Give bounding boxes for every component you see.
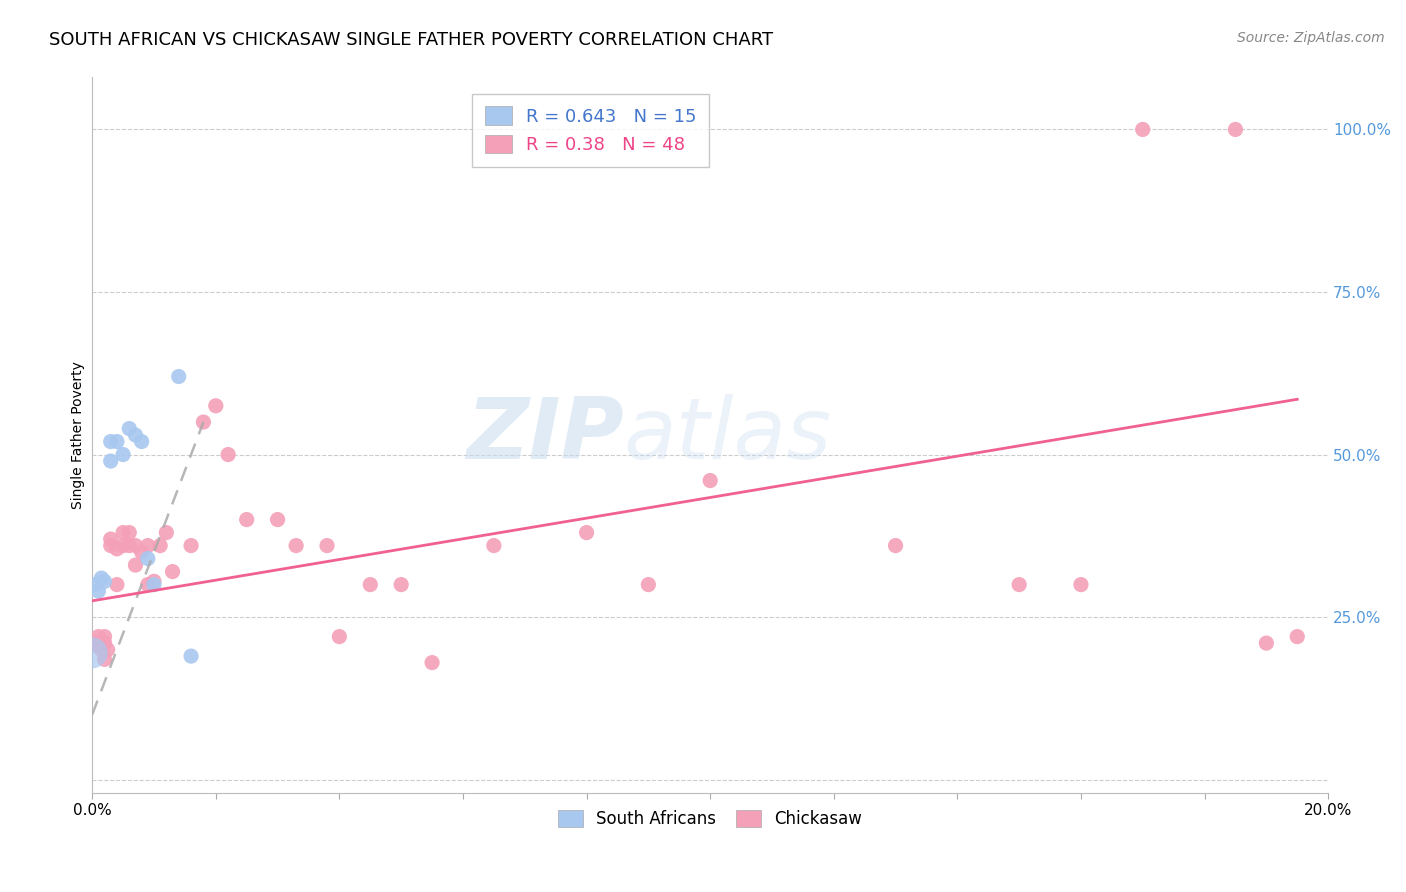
Point <box>97 642 120 657</box>
Point <box>167 369 190 384</box>
Text: Source: ZipAtlas.com: Source: ZipAtlas.com <box>1237 31 1385 45</box>
Point <box>100 434 122 449</box>
Point <box>204 399 226 413</box>
Y-axis label: Single Father Poverty: Single Father Poverty <box>72 361 86 509</box>
Point <box>1286 630 1309 644</box>
Point <box>149 539 172 553</box>
Text: atlas: atlas <box>624 393 831 476</box>
Point <box>112 448 135 462</box>
Point <box>266 512 288 526</box>
Point <box>217 448 239 462</box>
Point <box>118 539 141 553</box>
Legend: South Africans, Chickasaw: South Africans, Chickasaw <box>551 803 869 834</box>
Point <box>136 551 159 566</box>
Text: ZIP: ZIP <box>465 393 624 476</box>
Point <box>575 525 598 540</box>
Point <box>1132 122 1154 136</box>
Point <box>328 630 350 644</box>
Text: SOUTH AFRICAN VS CHICKASAW SINGLE FATHER POVERTY CORRELATION CHART: SOUTH AFRICAN VS CHICKASAW SINGLE FATHER… <box>49 31 773 49</box>
Point <box>1008 577 1031 591</box>
Point <box>100 454 122 468</box>
Point <box>235 512 257 526</box>
Point <box>884 539 907 553</box>
Point <box>162 565 184 579</box>
Point <box>112 525 135 540</box>
Point <box>82 646 104 660</box>
Point <box>93 630 115 644</box>
Point <box>100 539 122 553</box>
Point <box>93 652 115 666</box>
Point <box>143 574 166 589</box>
Point <box>84 636 107 650</box>
Point <box>87 584 110 599</box>
Point <box>124 428 146 442</box>
Point <box>124 539 146 553</box>
Point <box>359 577 381 591</box>
Point <box>389 577 412 591</box>
Point <box>93 574 115 589</box>
Point <box>155 525 177 540</box>
Point <box>1256 636 1278 650</box>
Point <box>1070 577 1092 591</box>
Point <box>193 415 215 429</box>
Point <box>420 656 443 670</box>
Point <box>143 577 166 591</box>
Point <box>90 642 112 657</box>
Point <box>87 640 110 654</box>
Point <box>90 571 112 585</box>
Point <box>136 577 159 591</box>
Point <box>105 541 128 556</box>
Point <box>84 577 107 591</box>
Point <box>105 434 128 449</box>
Point <box>180 649 202 664</box>
Point <box>118 525 141 540</box>
Point <box>112 539 135 553</box>
Point <box>124 558 146 573</box>
Point <box>87 630 110 644</box>
Point <box>100 532 122 546</box>
Point <box>105 577 128 591</box>
Point <box>699 474 721 488</box>
Point <box>136 539 159 553</box>
Point <box>93 636 115 650</box>
Point <box>118 421 141 435</box>
Point <box>131 545 153 559</box>
Point <box>1225 122 1247 136</box>
Point <box>482 539 505 553</box>
Point <box>131 434 153 449</box>
Point <box>180 539 202 553</box>
Point <box>285 539 308 553</box>
Point <box>316 539 339 553</box>
Point <box>637 577 659 591</box>
